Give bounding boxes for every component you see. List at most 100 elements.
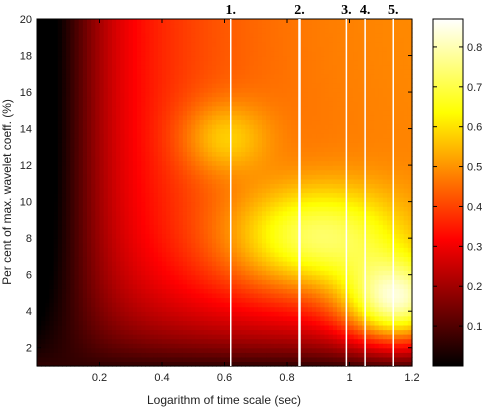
heat-cell: [103, 306, 109, 312]
heat-cell: [103, 46, 109, 52]
heat-cell: [112, 210, 117, 216]
heat-cell: [57, 87, 63, 93]
heat-cell: [95, 37, 101, 43]
heat-cell: [162, 73, 167, 79]
heat-cell: [174, 32, 180, 38]
heat-cell: [62, 96, 67, 102]
heat-cell: [212, 78, 217, 84]
heat-cell: [91, 128, 96, 134]
heat-cell: [149, 96, 155, 102]
heat-cell: [232, 64, 238, 70]
heat-cell: [282, 142, 288, 148]
heat-cell: [174, 201, 180, 207]
heat-cell: [53, 146, 59, 153]
heat-cell: [37, 297, 42, 303]
heat-cell: [191, 101, 196, 107]
heat-cell: [45, 270, 51, 276]
heat-cell: [241, 96, 246, 102]
heat-cell: [270, 356, 276, 363]
heat-cell: [241, 78, 246, 84]
heat-cell: [157, 334, 163, 340]
heat-cell: [299, 274, 305, 280]
heat-cell: [57, 361, 63, 367]
heat-cell: [116, 343, 121, 349]
heat-cell: [162, 60, 167, 66]
heat-cell: [212, 265, 217, 271]
heat-cell: [274, 270, 280, 276]
heat-cell: [241, 210, 246, 216]
heat-cell: [53, 178, 59, 184]
heat-cell: [141, 142, 146, 148]
heat-cell: [232, 219, 238, 226]
heat-cell: [162, 311, 167, 317]
heat-cell: [195, 119, 201, 125]
heat-cell: [253, 92, 259, 98]
heat-cell: [224, 151, 230, 157]
heat-cell: [212, 87, 217, 93]
heat-cell: [57, 292, 63, 299]
heat-cell: [37, 50, 42, 57]
heat-cell: [137, 23, 142, 29]
heat-cell: [157, 352, 163, 358]
heat-cell: [282, 187, 288, 194]
heat-cell: [274, 137, 280, 143]
heat-cell: [270, 197, 276, 203]
heat-cell: [216, 210, 221, 216]
heat-cell: [91, 247, 96, 253]
heat-cell: [195, 338, 201, 344]
heat-cell: [62, 151, 67, 157]
heat-cell: [253, 224, 259, 230]
heat-cell: [149, 32, 155, 38]
heat-cell: [149, 73, 155, 79]
heat-cell: [70, 101, 76, 107]
heat-cell: [249, 60, 255, 66]
heat-cell: [212, 274, 217, 280]
heat-cell: [174, 256, 180, 262]
heat-cell: [291, 201, 296, 207]
heat-cell: [120, 146, 126, 153]
heat-cell: [257, 192, 263, 198]
heat-cell: [232, 101, 238, 107]
heat-cell: [295, 174, 301, 180]
heat-cell: [299, 133, 305, 139]
heat-cell: [174, 265, 180, 271]
heat-cell: [149, 260, 155, 267]
heat-cell: [216, 233, 221, 239]
heat-cell: [270, 288, 276, 294]
heat-cell: [212, 251, 217, 258]
heat-cell: [212, 338, 217, 344]
heat-cell: [78, 311, 84, 317]
heat-cell: [107, 55, 113, 61]
heat-cell: [220, 32, 226, 38]
heat-cell: [41, 73, 46, 79]
heat-cell: [116, 28, 121, 34]
heat-cell: [78, 192, 84, 198]
heat-cell: [207, 41, 213, 47]
heat-cell: [66, 251, 71, 258]
heat-cell: [245, 32, 251, 38]
heat-cell: [70, 60, 76, 66]
heat-cell: [128, 197, 134, 203]
heat-cell: [66, 224, 71, 230]
heat-cell: [307, 324, 313, 331]
heat-cell: [274, 87, 280, 93]
heat-cell: [137, 352, 142, 358]
heat-cell: [78, 274, 84, 280]
heat-cell: [166, 155, 171, 162]
heat-cell: [162, 128, 167, 134]
heat-cell: [78, 334, 84, 340]
heat-cell: [153, 174, 159, 180]
heat-cell: [182, 114, 188, 121]
heat-cell: [166, 55, 171, 61]
heat-cell: [82, 87, 88, 93]
heat-cell: [278, 28, 284, 34]
heat-cell: [245, 361, 251, 367]
heat-cell: [41, 260, 46, 267]
heat-cell: [207, 82, 213, 89]
heat-cell: [307, 233, 313, 239]
heat-cell: [70, 197, 76, 203]
heat-cell: [170, 155, 176, 162]
heat-cell: [37, 356, 42, 363]
heat-cell: [270, 37, 276, 43]
heat-cell: [187, 96, 192, 102]
